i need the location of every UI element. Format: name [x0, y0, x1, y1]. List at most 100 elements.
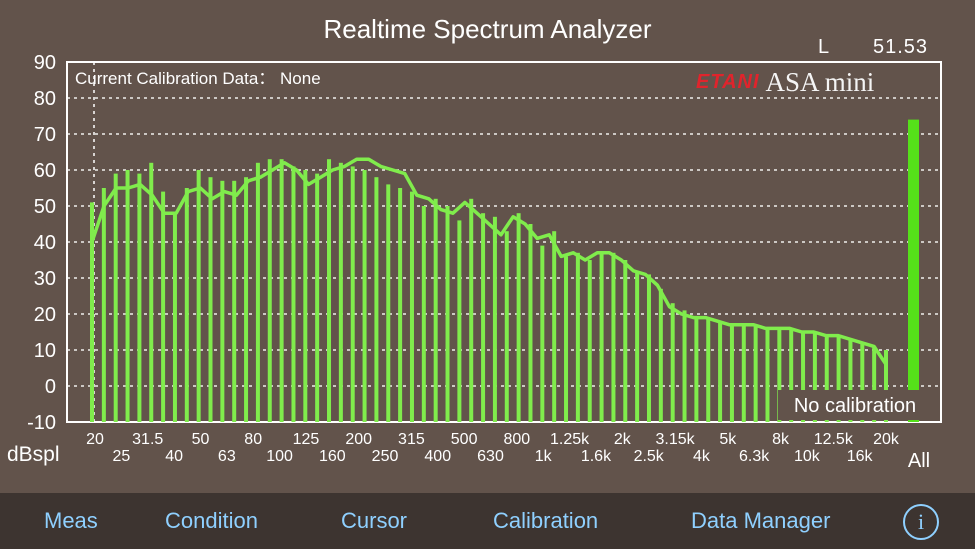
spectrum-bar — [374, 177, 379, 422]
spectrum-bar — [469, 198, 474, 422]
y-tick-label: 60 — [34, 160, 56, 182]
spectrum-bar — [587, 260, 592, 422]
x-tick-label: 630 — [477, 448, 504, 465]
tab-condition[interactable]: Condition — [165, 508, 258, 533]
spectrum-bar — [457, 220, 462, 422]
x-tick-label: 10k — [794, 448, 821, 465]
spectrum-bar — [172, 213, 177, 422]
x-tick-label: 125 — [293, 431, 320, 448]
brand-logo: ETANI ASA mini — [696, 67, 874, 97]
x-tick-label: 800 — [504, 431, 531, 448]
x-tick-label: 63 — [218, 448, 236, 465]
spectrum-bar — [184, 188, 189, 422]
x-tick-label: 160 — [319, 448, 346, 465]
x-tick-label: 4k — [693, 448, 711, 465]
spectrum-bar — [599, 252, 604, 422]
x-tick-label: 1k — [535, 448, 553, 465]
info-icon[interactable]: i — [903, 504, 939, 540]
y-tick-label: 70 — [34, 124, 56, 146]
tab-cursor[interactable]: Cursor — [341, 508, 408, 533]
spectrum-bar — [244, 177, 249, 422]
spectrum-bar — [101, 188, 106, 422]
spectrum-bar — [872, 346, 877, 422]
x-tick-label: 2k — [614, 431, 632, 448]
spectrum-bar — [824, 335, 829, 422]
spectrum-bar — [327, 159, 332, 422]
calibration-data-text: Current Calibration Data： None — [75, 69, 321, 88]
tab-meas[interactable]: Meas — [44, 508, 98, 533]
spectrum-bar — [765, 328, 770, 422]
spectrum-chart: 90 80 70 60 50 40 30 20 100 -10 Current Calibratio… — [7, 52, 942, 472]
all-label: All — [908, 450, 930, 472]
spectrum-bar — [706, 317, 711, 422]
spectrum-bar — [658, 288, 663, 422]
spectrum-bar — [137, 173, 142, 422]
y-tick-label: -10 — [27, 412, 56, 434]
spectrum-bar — [267, 159, 272, 422]
x-tick-label: 80 — [244, 431, 262, 448]
x-tick-label: 315 — [398, 431, 425, 448]
x-tick-label: 40 — [165, 448, 183, 465]
all-bar — [908, 119, 919, 422]
no-calibration-badge-bg — [778, 390, 932, 420]
spectrum-bar — [113, 173, 118, 422]
spectrum-bar — [220, 180, 225, 422]
x-tick-label: 16k — [847, 448, 874, 465]
x-tick-label: 1.6k — [581, 448, 612, 465]
x-tick-label: 12.5k — [814, 431, 854, 448]
spectrum-bar — [90, 202, 94, 422]
x-tick-label: 400 — [424, 448, 451, 465]
spectrum-bar — [741, 324, 746, 422]
x-tick-label: 25 — [112, 448, 130, 465]
spectrum-bar — [481, 213, 486, 422]
spectrum-bar — [635, 270, 640, 422]
y-tick-label: 50 — [34, 196, 56, 218]
spectrum-bar — [386, 184, 391, 422]
spectrum-bar — [421, 206, 426, 422]
y-tick-label: 20 — [34, 304, 56, 326]
etani-logo: ETANI — [696, 70, 760, 93]
spectrum-bar — [729, 324, 734, 422]
y-tick-label: 90 — [34, 52, 56, 74]
spectrum-bar — [682, 310, 687, 422]
spectrum-bar — [291, 166, 296, 422]
spectrum-bar — [564, 256, 569, 422]
x-tick-label: 500 — [451, 431, 478, 448]
x-tick-label: 100 — [266, 448, 293, 465]
x-tick-label: 8k — [772, 431, 790, 448]
spectrum-bar — [315, 173, 320, 422]
x-tick-label: 250 — [372, 448, 399, 465]
spectrum-bar — [575, 252, 580, 422]
x-tick-label: 31.5 — [132, 431, 163, 448]
spectrum-bar — [303, 170, 308, 422]
spectrum-bar — [694, 317, 699, 422]
spectrum-bar — [161, 191, 166, 422]
spectrum-bar — [433, 198, 438, 422]
tab-calibration[interactable]: Calibration — [493, 508, 599, 533]
y-tick-label: 10 — [34, 340, 56, 362]
y-tick-label: 30 — [34, 268, 56, 290]
spectrum-bar — [801, 332, 806, 422]
x-tick-label: 1.25k — [550, 431, 590, 448]
brand-name: ASA mini — [765, 66, 875, 97]
spectrum-bar — [611, 252, 616, 422]
spectrum-bar — [279, 159, 284, 422]
spectrum-bar — [409, 191, 414, 422]
spectrum-bar — [789, 328, 794, 422]
tab-data-manager[interactable]: Data Manager — [691, 508, 831, 533]
spectrum-bar — [232, 180, 237, 422]
spectrum-bar — [492, 216, 497, 422]
tab-bar: Meas Condition Cursor Calibration Data M… — [0, 493, 975, 549]
x-tick-label: 20 — [86, 431, 104, 448]
spectrum-bar — [812, 332, 817, 422]
x-tick-label: 200 — [345, 431, 372, 448]
app-title: Realtime Spectrum Analyzer — [323, 14, 652, 44]
spectrum-bar — [884, 350, 888, 422]
spectrum-bar — [670, 303, 675, 422]
spectrum-bar — [540, 245, 545, 422]
spectrum-bar — [149, 162, 154, 423]
no-calibration-badge: No calibration — [794, 395, 916, 417]
spectrum-bar — [504, 231, 509, 422]
spectrum-bar — [623, 260, 628, 422]
plot-frame — [66, 61, 942, 423]
